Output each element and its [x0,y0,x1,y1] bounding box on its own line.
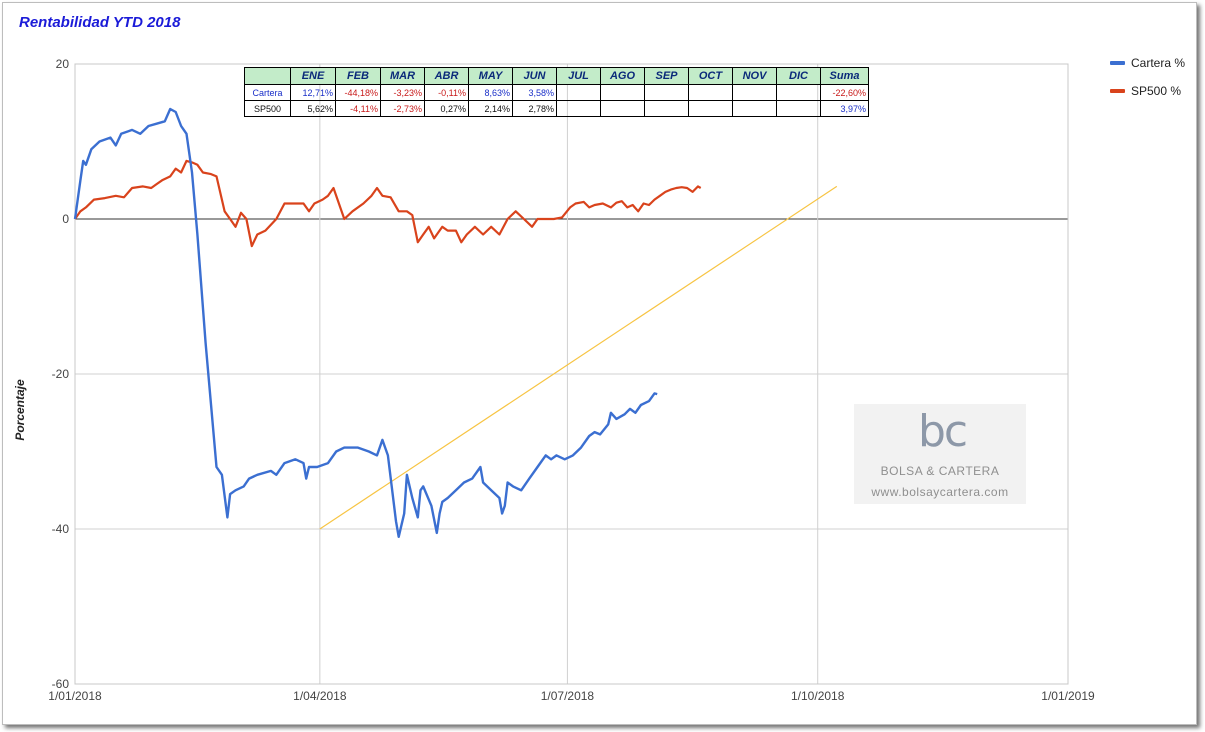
col-header: OCT [688,67,733,85]
table-cell [644,100,689,117]
col-header: FEB [335,67,381,85]
table-cell [776,84,821,101]
table-cell [732,84,777,101]
x-tick-label: 1/01/2018 [48,689,102,703]
table-cell [644,84,689,101]
trend-line [319,185,838,530]
watermark-name: BOLSA & CARTERA [880,464,1000,478]
table-cell [688,100,733,117]
x-tick-label: 1/07/2018 [541,689,595,703]
table-cell [776,100,821,117]
x-tick-label: 1/01/2019 [1041,689,1095,703]
table-cell [688,84,733,101]
watermark-url: www.bolsaycartera.com [871,485,1009,499]
plot-border [74,63,1069,685]
row-label: SP500 [244,100,291,117]
col-header: NOV [732,67,777,85]
table-corner-cell [244,67,291,85]
table-cell [556,84,601,101]
x-tick-label: 1/04/2018 [293,689,347,703]
chart-title: Rentabilidad YTD 2018 [19,14,181,31]
col-header: DIC [776,67,821,85]
col-header: SEP [644,67,689,85]
sp500-line [74,159,702,248]
x-tick-label: 1/10/2018 [791,689,845,703]
table-cell: 8,63% [468,84,513,101]
col-header: Suma [820,67,869,85]
monthly-returns-table: ENE FEB MAR ABR MAY JUN JUL AGO SEP OCT … [244,67,869,117]
table-cell [600,100,645,117]
table-cell [600,84,645,101]
y-tick-label: -40 [52,522,70,536]
legend-label-sp500: SP500 % [1131,84,1182,98]
table-row-sp500: SP500 5,62% -4,11% -2,73% 0,27% 2,14% 2,… [244,100,869,117]
legend: Cartera % SP500 % [1110,56,1185,112]
y-tick-label: 20 [56,57,70,71]
table-row-cartera: Cartera 12,71% -44,18% -3,23% -0,11% 8,6… [244,84,869,101]
table-cell: 0,27% [424,100,469,117]
chart-frame [2,2,1197,725]
y-axis-label: Porcentaje [13,379,27,441]
col-header: ENE [290,67,336,85]
table-cell: -4,11% [335,100,381,117]
table-cell [556,100,601,117]
col-header: ABR [424,67,469,85]
table-cell: -3,23% [380,84,425,101]
row-label: Cartera [244,84,291,101]
watermark: bc BOLSA & CARTERA www.bolsaycartera.com [854,404,1026,504]
legend-item-cartera: Cartera % [1110,56,1185,70]
table-cell: 2,14% [468,100,513,117]
legend-swatch-cartera [1110,61,1125,65]
watermark-logo: bc [918,406,968,457]
table-cell: -0,11% [424,84,469,101]
legend-label-cartera: Cartera % [1131,56,1186,70]
table-cell: 2,78% [512,100,557,117]
y-tick-label: 0 [62,212,69,226]
col-header: AGO [600,67,645,85]
table-header-row: ENE FEB MAR ABR MAY JUN JUL AGO SEP OCT … [244,67,869,85]
table-cell: 5,62% [290,100,336,117]
table-cell: -44,18% [335,84,381,101]
legend-item-sp500: SP500 % [1110,84,1185,98]
table-cell-sum: 3,97% [820,100,869,117]
col-header: MAR [380,67,425,85]
y-tick-label: -60 [52,677,70,691]
col-header: MAY [468,67,513,85]
cartera-line [73,107,658,538]
table-cell [732,100,777,117]
table-cell: 3,58% [512,84,557,101]
y-tick-label: -20 [52,367,70,381]
col-header: JUN [512,67,557,85]
legend-swatch-sp500 [1110,89,1125,93]
table-cell: -2,73% [380,100,425,117]
col-header: JUL [556,67,601,85]
table-cell: 12,71% [290,84,336,101]
table-cell-sum: -22,60% [820,84,869,101]
